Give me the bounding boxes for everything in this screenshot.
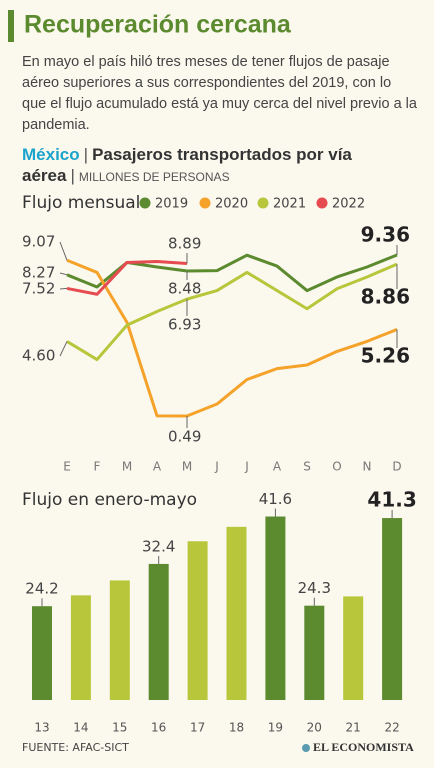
x-tick-label: 17 <box>190 721 205 735</box>
series-line <box>66 260 188 296</box>
bar <box>109 580 130 700</box>
legend-swatch <box>139 197 151 209</box>
bar <box>187 541 208 700</box>
x-tick-label: J <box>244 460 249 474</box>
x-tick-label: A <box>153 460 162 474</box>
bar <box>304 605 325 700</box>
data-label: 41.6 <box>259 490 292 508</box>
bar <box>148 563 169 700</box>
data-label: 8.86 <box>361 285 410 309</box>
description: En mayo el país hiló tres meses de tener… <box>22 54 417 133</box>
data-label: 9.36 <box>361 223 410 247</box>
data-label: 6.93 <box>168 316 201 334</box>
x-tick-label: 21 <box>346 721 361 735</box>
x-tick-label: 16 <box>151 721 166 735</box>
series-line <box>66 262 398 362</box>
unit: MILLONES DE PERSONAS <box>78 170 230 184</box>
series-line <box>66 258 398 418</box>
data-label: 9.07 <box>22 233 55 251</box>
legend-label: 2022 <box>332 197 365 212</box>
x-tick-label: 13 <box>34 721 49 735</box>
subject: Pasajeros transportados por vía aérea <box>22 145 352 185</box>
x-tick-label: D <box>392 460 401 474</box>
legend-swatch <box>316 197 328 209</box>
bar <box>382 518 403 700</box>
label-leader <box>59 272 68 276</box>
label-leader <box>59 341 68 357</box>
legend-swatch <box>257 197 269 209</box>
chart-heading: México | Pasajeros transportados por vía a… <box>22 145 352 185</box>
x-tick-label: N <box>363 460 372 474</box>
title-bar <box>8 10 14 42</box>
data-label: 24.3 <box>298 579 331 597</box>
label-leader <box>59 241 68 261</box>
x-tick-label: A <box>273 460 282 474</box>
legend-swatch <box>199 197 211 209</box>
region: México <box>22 145 80 164</box>
data-label: 32.4 <box>142 537 175 555</box>
bar <box>343 596 364 700</box>
data-label: 41.3 <box>367 488 416 512</box>
chart-title: Flujo en enero-mayo <box>22 490 197 510</box>
x-tick-label: 20 <box>307 721 322 735</box>
bar <box>226 526 247 700</box>
brand: EL ECONOMISTA <box>313 740 414 754</box>
x-tick-label: S <box>303 460 311 474</box>
legend-label: 2021 <box>273 197 306 212</box>
x-tick-label: E <box>63 460 71 474</box>
data-label: 8.89 <box>168 235 201 253</box>
x-tick-label: 18 <box>229 721 244 735</box>
x-tick-label: O <box>332 460 341 474</box>
x-tick-label: 15 <box>112 721 127 735</box>
bar <box>32 606 52 700</box>
x-tick-label: J <box>214 460 219 474</box>
chart-title: Flujo mensual <box>22 193 140 213</box>
legend-label: 2020 <box>215 197 248 212</box>
x-tick-label: 22 <box>384 721 399 735</box>
bar <box>265 516 286 700</box>
data-label: 5.26 <box>361 344 410 368</box>
data-label: 8.27 <box>22 264 55 282</box>
x-tick-label: 14 <box>73 721 88 735</box>
data-label: 0.49 <box>168 428 201 446</box>
x-tick-label: M <box>122 460 132 474</box>
data-label: 8.48 <box>168 280 201 298</box>
source: FUENTE: AFAC-SICT <box>22 741 129 754</box>
brand-icon <box>302 744 310 752</box>
x-tick-label: M <box>182 460 192 474</box>
legend-label: 2019 <box>155 197 188 212</box>
data-label: 4.60 <box>22 347 55 365</box>
label-leader <box>59 287 68 290</box>
bar <box>70 595 91 700</box>
data-label: 24.2 <box>25 580 58 598</box>
data-label: 7.52 <box>22 280 55 298</box>
title: Recuperación cercana <box>24 11 292 39</box>
x-tick-label: 19 <box>268 721 283 735</box>
x-tick-label: F <box>94 460 101 474</box>
